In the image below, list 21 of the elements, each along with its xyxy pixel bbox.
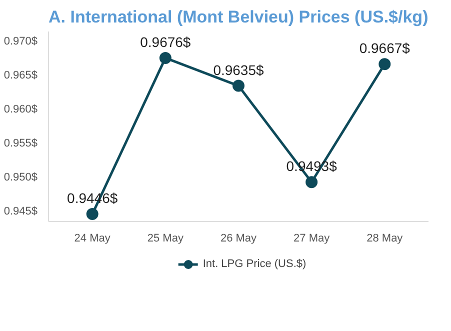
legend-label: Int. LPG Price (US.$) (202, 258, 306, 270)
y-tick-label: 0.970$ (4, 36, 38, 48)
y-tick-label: 0.965$ (4, 70, 38, 82)
y-tick-label: 0.945$ (4, 205, 38, 218)
x-tick-label: 28 May (366, 232, 404, 244)
point (232, 80, 244, 92)
chart-title: A. International (Mont Belvieu) Prices (US.$/kg) (48, 8, 428, 26)
point (378, 58, 391, 70)
data-label: 0.9635$ (213, 62, 264, 78)
data-label: 0.9667$ (359, 40, 410, 56)
x-tick-label: 27 May (294, 232, 330, 244)
y-tick-label: 0.955$ (4, 137, 38, 150)
point (306, 176, 318, 188)
point (159, 52, 172, 64)
point (86, 208, 98, 220)
x-tick-label: 25 May (147, 232, 184, 244)
data-label: 0.9676$ (140, 34, 191, 50)
x-tick-label: 26 May (220, 232, 258, 244)
y-tick-label: 0.960$ (4, 104, 38, 116)
x-tick-label: 24 May (74, 232, 111, 244)
y-tick-label: 0.950$ (4, 171, 38, 184)
